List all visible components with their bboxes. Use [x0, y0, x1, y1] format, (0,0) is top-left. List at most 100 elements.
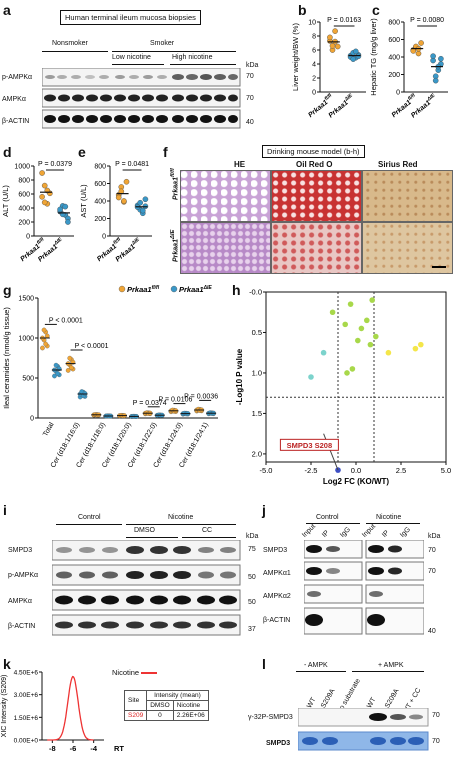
y-tick-label: 200: [94, 216, 106, 223]
data-point: [350, 56, 357, 62]
row-label: SMPD3: [266, 740, 291, 747]
data-point: [82, 391, 88, 396]
y-tick-label: 0: [312, 90, 316, 97]
data-point: [140, 207, 146, 214]
y-tick-label: 1.5: [252, 409, 262, 418]
data-point: [347, 301, 354, 307]
callout-box: [279, 438, 339, 451]
x-axis-label: Log2 FC (KO/WT): [323, 477, 390, 486]
data-point: [329, 309, 336, 316]
y-tick-label: 1000: [14, 164, 30, 171]
data-point: [355, 53, 362, 60]
p-value: P = 0.0036: [184, 393, 218, 400]
data-point: [344, 370, 350, 376]
kda-label: kDa: [246, 62, 259, 69]
data-point: [53, 362, 59, 368]
data-point: [57, 206, 63, 213]
y-tick-label: 0.5: [252, 328, 262, 337]
kda-marker: 70: [246, 73, 254, 80]
blot-l: [298, 708, 429, 751]
data-point: [142, 196, 149, 203]
callout-label: SMPD3 S208: [287, 441, 332, 450]
divider: [352, 671, 424, 672]
p-value: P = 0.0379: [38, 161, 72, 168]
row-label: SMPD3: [8, 547, 33, 554]
data-point: [137, 199, 144, 206]
data-point: [430, 53, 436, 59]
row-label: p-AMPKα: [2, 74, 33, 81]
data-point: [373, 333, 379, 340]
row-label: AMPKα2: [263, 593, 291, 600]
histology-oilred-flfl: [271, 170, 362, 222]
panel-label-k: k: [3, 656, 11, 672]
y-tick-label: 4.50E+6: [14, 670, 39, 677]
y-tick-label: 200: [18, 220, 30, 227]
data-point: [62, 203, 69, 210]
y-tick-label: 0: [26, 234, 30, 241]
group-dmso: DMSO: [134, 527, 155, 534]
group-low-nicotine: Low nicotine: [112, 54, 151, 61]
x-tick-label: 0.0: [351, 466, 361, 475]
x-tick-label: -5.0: [260, 466, 273, 475]
x-tick-label: -4: [90, 744, 97, 753]
data-point: [332, 28, 338, 34]
data-point: [69, 365, 74, 371]
divider: [182, 537, 236, 538]
col-he: HE: [234, 160, 246, 169]
row-label: β-ACTIN: [8, 623, 36, 630]
y-tick-label: 0.00E+0: [14, 738, 39, 745]
kda-marker: 40: [428, 628, 436, 635]
divider: [366, 523, 420, 524]
panel-a-title: Human terminal ileum mucosa biopsies: [60, 10, 201, 25]
chart-g: 0 500 1000 1500 Ileal ceramides (nmol/g tiss…: [2, 285, 218, 470]
data-point: [367, 341, 374, 348]
kda-marker: 70: [246, 95, 254, 102]
panel-label-b: b: [298, 2, 307, 18]
data-point: [67, 355, 73, 361]
lane-label: S209A: [384, 687, 401, 710]
data-point: [349, 366, 356, 372]
y-tick-label: 1.0: [252, 368, 262, 377]
col-sirius: Sirius Red: [378, 160, 418, 169]
histology-sirius-de: [362, 222, 453, 274]
divider: [56, 524, 122, 525]
lane-label: IgG: [399, 526, 412, 539]
row-label-de: Prkaa1ΔIE: [170, 229, 180, 262]
data-point: [364, 317, 370, 324]
data-point: [41, 199, 48, 206]
data-point: [358, 325, 365, 332]
data-point: [418, 341, 424, 348]
data-point: [308, 374, 314, 380]
y-tick-label: 1500: [18, 296, 34, 303]
x-tick-label: 5.0: [441, 466, 451, 475]
xic-trace: [47, 675, 94, 741]
divider: [170, 64, 236, 65]
x-tick-label: Cer (d18:1/24:1): [178, 422, 210, 470]
histology-sirius-flfl: [362, 170, 453, 222]
y-tick-label: 0: [102, 234, 106, 241]
panel-label-a: a: [3, 2, 11, 18]
col-oil-red: Oil Red O: [296, 160, 333, 169]
lane-label: Input: [301, 523, 318, 539]
data-point: [353, 48, 359, 55]
kda-marker: 37: [248, 626, 256, 633]
x-tick-label: Total: [42, 421, 56, 438]
row-label: AMPKα1: [263, 570, 291, 577]
row-label-fl: Prkaa1fl/fl: [170, 168, 180, 200]
p-value: P < 0.0001: [49, 317, 83, 324]
data-point: [43, 341, 49, 347]
data-point: [41, 182, 48, 189]
panel-label-f: f: [163, 144, 168, 160]
plot-frame: [265, 291, 447, 463]
y-tick-label: -0.0: [249, 288, 262, 297]
lane-label: IgG: [339, 526, 352, 539]
chart-h: -5.0 -2.5 0.0 2.5 5.0 -0.0 0.5 1.0 1.5 2.0 Log2 FC…: [235, 288, 451, 487]
y-axis-label: ALT (U/L): [1, 185, 10, 217]
data-point: [320, 349, 327, 356]
table-cell: 0: [146, 710, 174, 721]
row-label: β-ACTIN: [263, 617, 291, 624]
divider: [296, 671, 346, 672]
table-cell: S209: [123, 710, 148, 721]
panel-label-e: e: [78, 144, 86, 160]
